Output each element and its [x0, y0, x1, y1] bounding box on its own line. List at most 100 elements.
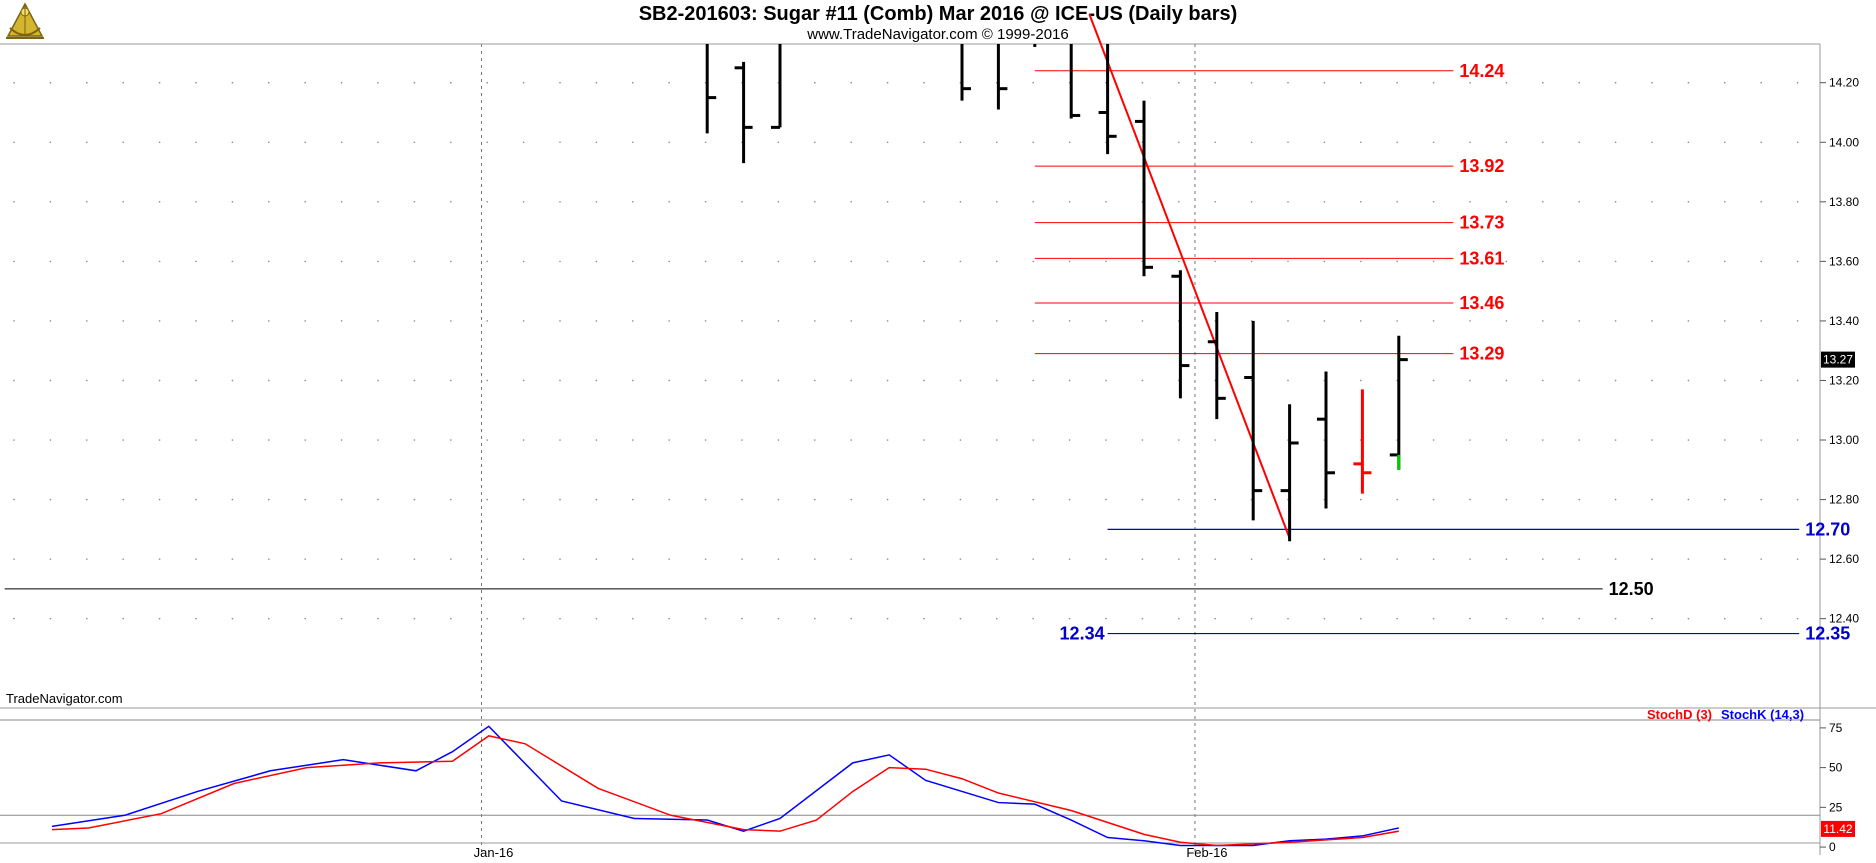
grid-dot [632, 439, 634, 441]
grid-dot [668, 558, 670, 560]
grid-dot [1469, 141, 1471, 144]
grid-layer [13, 44, 1799, 855]
level-label: 12.34 [1060, 624, 1105, 644]
grid-dot [86, 498, 88, 501]
grid-dot [632, 201, 634, 203]
grid-dot [632, 141, 634, 144]
grid-dot [413, 379, 416, 382]
grid-dot [886, 260, 889, 263]
grid-dot [1505, 201, 1508, 203]
grid-dot [959, 498, 962, 501]
grid-dot [777, 320, 780, 322]
grid-dot [1178, 439, 1180, 441]
grid-dot [268, 498, 270, 501]
ohlc-bars [705, 44, 1408, 542]
grid-dot [231, 81, 234, 84]
grid-dot [49, 141, 52, 144]
grid-dot [86, 439, 88, 441]
grid-dot [1360, 260, 1362, 263]
grid-dot [1214, 617, 1216, 620]
grid-dot [195, 379, 197, 382]
grid-dot [1032, 379, 1034, 382]
grid-dot [268, 379, 270, 382]
grid-dot [122, 320, 124, 322]
grid-dot [1760, 558, 1762, 560]
grid-dot [522, 81, 525, 84]
grid-dot [158, 617, 161, 620]
grid-dot [996, 558, 998, 560]
grid-dot [1360, 617, 1362, 620]
grid-dot [122, 498, 124, 501]
grid-dot [1687, 439, 1690, 441]
grid-dot [1250, 201, 1253, 203]
ohlc-bar [1207, 311, 1226, 420]
grid-dot [850, 439, 852, 441]
grid-dot [1432, 201, 1435, 203]
grid-dot [13, 81, 15, 84]
grid-dot [195, 617, 197, 620]
grid-dot [1432, 141, 1435, 144]
grid-dot [1724, 558, 1726, 560]
grid-dot [268, 201, 270, 203]
grid-dot [1505, 439, 1508, 441]
grid-dot [1469, 498, 1471, 501]
grid-dot [741, 320, 743, 322]
grid-dot [1360, 201, 1362, 203]
grid-dot [86, 558, 88, 560]
grid-dot [1505, 379, 1508, 382]
grid-dot [1796, 201, 1799, 203]
grid-dot [1578, 439, 1580, 441]
grid-dot [1068, 439, 1071, 441]
grid-dot [13, 617, 15, 620]
grid-dot [595, 558, 598, 560]
grid-dot [1469, 320, 1471, 322]
grid-dot [1032, 141, 1034, 144]
grid-dot [668, 141, 670, 144]
grid-dot [1542, 81, 1544, 84]
grid-dot [1651, 558, 1653, 560]
grid-dot [814, 141, 816, 144]
grid-dot [1796, 260, 1799, 263]
grid-dot [13, 260, 15, 263]
price-tick-label: 13.40 [1829, 314, 1859, 328]
grid-dot [1396, 201, 1398, 203]
grid-dot [522, 617, 525, 620]
grid-dot [158, 379, 161, 382]
grid-dot [450, 379, 452, 382]
grid-dot [1105, 439, 1107, 441]
grid-dot [1651, 379, 1653, 382]
grid-dot [340, 498, 343, 501]
grid-dot [704, 379, 707, 382]
grid-dot [1796, 617, 1799, 620]
grid-dot [158, 498, 161, 501]
ohlc-bar [1317, 371, 1335, 509]
grid-dot [1687, 379, 1690, 382]
legend-stoch-k: StochK (14,3) [1721, 707, 1805, 722]
grid-dot [1614, 320, 1617, 322]
grid-dot [959, 558, 962, 560]
trendline-layer [1088, 13, 1291, 539]
date-axis-layer: Jan-16 Feb-16 [474, 845, 1228, 860]
grid-dot [595, 81, 598, 84]
grid-dot [340, 201, 343, 203]
grid-dot [413, 558, 416, 560]
grid-dot [595, 260, 598, 263]
grid-dot [1469, 439, 1471, 441]
grid-dot [377, 498, 379, 501]
grid-dot [377, 81, 379, 84]
grid-dot [1614, 379, 1617, 382]
grid-dot [1287, 201, 1289, 203]
grid-dot [340, 439, 343, 441]
grid-dot [886, 617, 889, 620]
grid-dot [1105, 320, 1107, 322]
grid-dot [1250, 558, 1253, 560]
grid-dot [1141, 379, 1144, 382]
grid-dot [195, 320, 197, 322]
grid-dot [777, 379, 780, 382]
grid-dot [1687, 260, 1690, 263]
grid-dot [1250, 617, 1253, 620]
grid-dot [1724, 498, 1726, 501]
grid-dot [777, 201, 780, 203]
grid-dot [122, 260, 124, 263]
level-label: 14.24 [1459, 61, 1504, 81]
